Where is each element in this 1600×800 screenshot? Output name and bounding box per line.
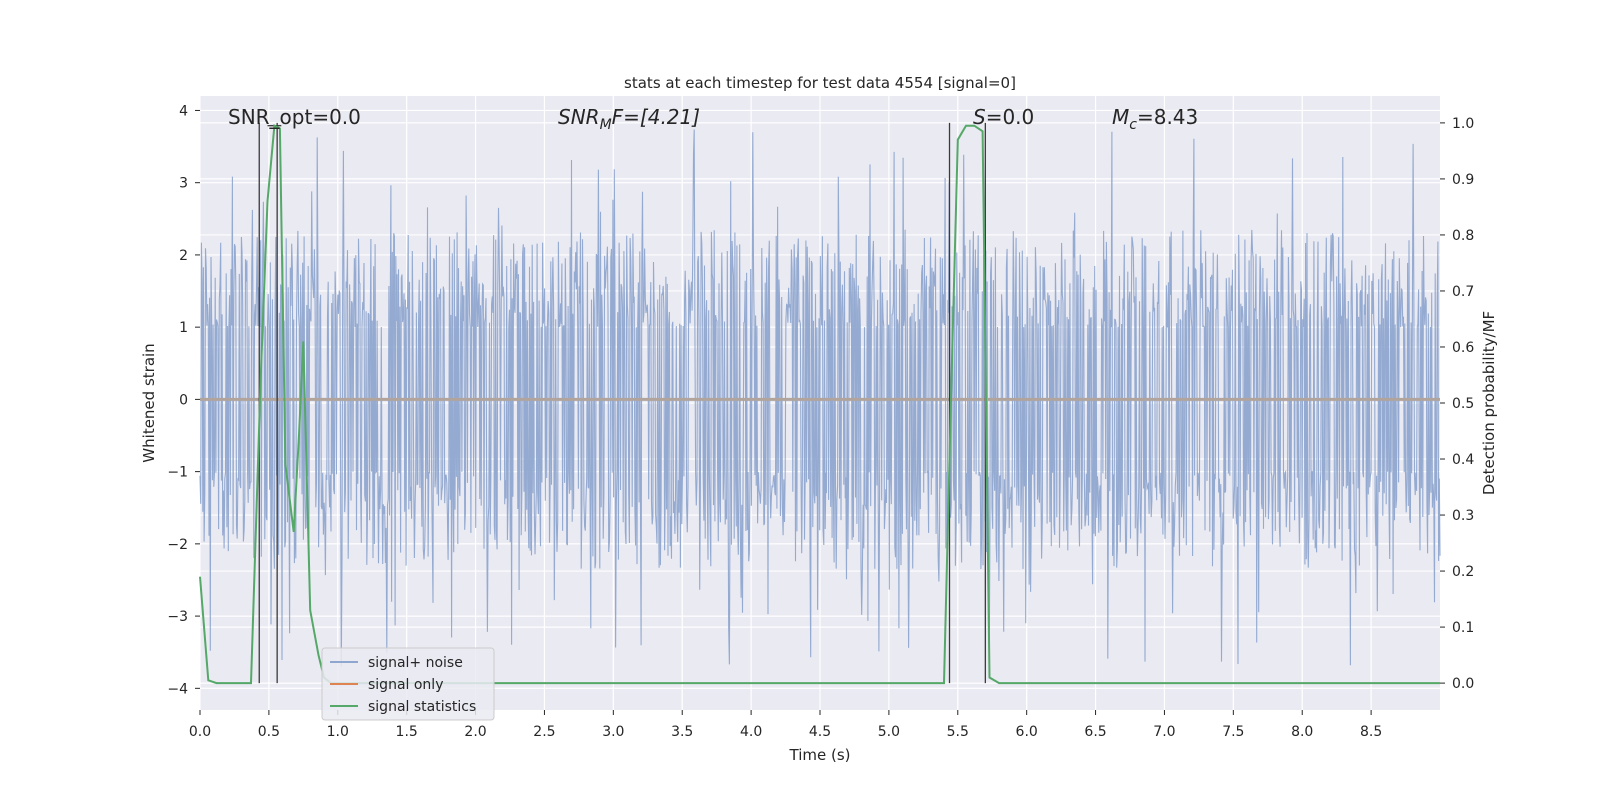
- y2-tick-label: 1.0: [1452, 116, 1474, 132]
- x-tick-label: 2.5: [533, 724, 555, 740]
- x-tick-label: 3.5: [671, 724, 693, 740]
- legend-label-statistics: signal statistics: [368, 699, 476, 715]
- y2-tick-label: 0.9: [1452, 172, 1474, 188]
- signal-statistics-series: [199, 124, 1440, 685]
- x-tick-label: 4.0: [740, 724, 762, 740]
- x-tick-label: 5.0: [878, 724, 900, 740]
- y2-tick-label: 0.2: [1452, 564, 1474, 580]
- y-tick-label: −1: [167, 465, 188, 481]
- y-tick-label: 3: [179, 176, 188, 192]
- x-tick-label: 7.5: [1222, 724, 1244, 740]
- y2-tick-label: 0.4: [1452, 452, 1474, 468]
- x-tick-label: 6.5: [1084, 724, 1106, 740]
- x-tick-label: 7.0: [1153, 724, 1175, 740]
- y2-tick-label: 0.1: [1452, 620, 1474, 636]
- x-tick-label: 3.0: [602, 724, 624, 740]
- annotation-snr-mf: SNRMF=[4.21]: [558, 105, 700, 133]
- y-tick-label: 4: [179, 103, 188, 119]
- y2-tick-label: 0.0: [1452, 676, 1474, 692]
- annotation-s: S=0.0: [973, 105, 1034, 129]
- chart-title: stats at each timestep for test data 455…: [624, 74, 1016, 92]
- annotation-mc: Mc=8.43: [1112, 105, 1198, 133]
- y-tick-label: −3: [167, 609, 188, 625]
- legend: signal+ noise signal only signal statist…: [321, 647, 495, 721]
- y-tick-label: 1: [179, 320, 188, 336]
- y2-tick-label: 0.5: [1452, 396, 1474, 412]
- y2-tick-label: 0.8: [1452, 228, 1474, 244]
- x-tick-label: 8.5: [1360, 724, 1382, 740]
- x-tick-label: 1.5: [396, 724, 418, 740]
- y-tick-label: 0: [179, 392, 188, 408]
- annotation-snr-opt: SNR_opt=0.0: [228, 105, 361, 129]
- y-tick-label: −2: [167, 537, 188, 553]
- legend-label-noise: signal+ noise: [368, 655, 463, 671]
- x-tick-label: 8.0: [1291, 724, 1313, 740]
- x-tick-label: 0.0: [189, 724, 211, 740]
- x-tick-label: 5.5: [947, 724, 969, 740]
- x-tick-label: 4.5: [809, 724, 831, 740]
- x-tick-label: 2.0: [464, 724, 486, 740]
- x-axis-label: Time (s): [789, 746, 851, 764]
- signal-statistics-line: [199, 124, 1440, 685]
- x-tick-label: 6.0: [1016, 724, 1038, 740]
- noise-series: [199, 129, 1441, 667]
- y2-tick-label: 0.3: [1452, 508, 1474, 524]
- y2-tick-label: 0.7: [1452, 284, 1474, 300]
- y2-axis-label: Detection probability/MF: [1480, 311, 1498, 495]
- y-tick-label: −4: [167, 681, 188, 697]
- noise-line: [199, 129, 1441, 667]
- legend-box: [321, 647, 495, 721]
- x-tick-label: 1.0: [327, 724, 349, 740]
- x-tick-label: 0.5: [258, 724, 280, 740]
- legend-label-signal-only: signal only: [368, 677, 443, 693]
- y-tick-label: 2: [179, 248, 188, 264]
- y-axis-label: Whitened strain: [140, 343, 158, 462]
- y2-tick-label: 0.6: [1452, 340, 1474, 356]
- tick-labels: 0.0 0.5 1.0 1.5 2.0 2.5 3.0 3.5 4.0 4.5 5.0 5.5 6.0 6…: [167, 103, 1474, 740]
